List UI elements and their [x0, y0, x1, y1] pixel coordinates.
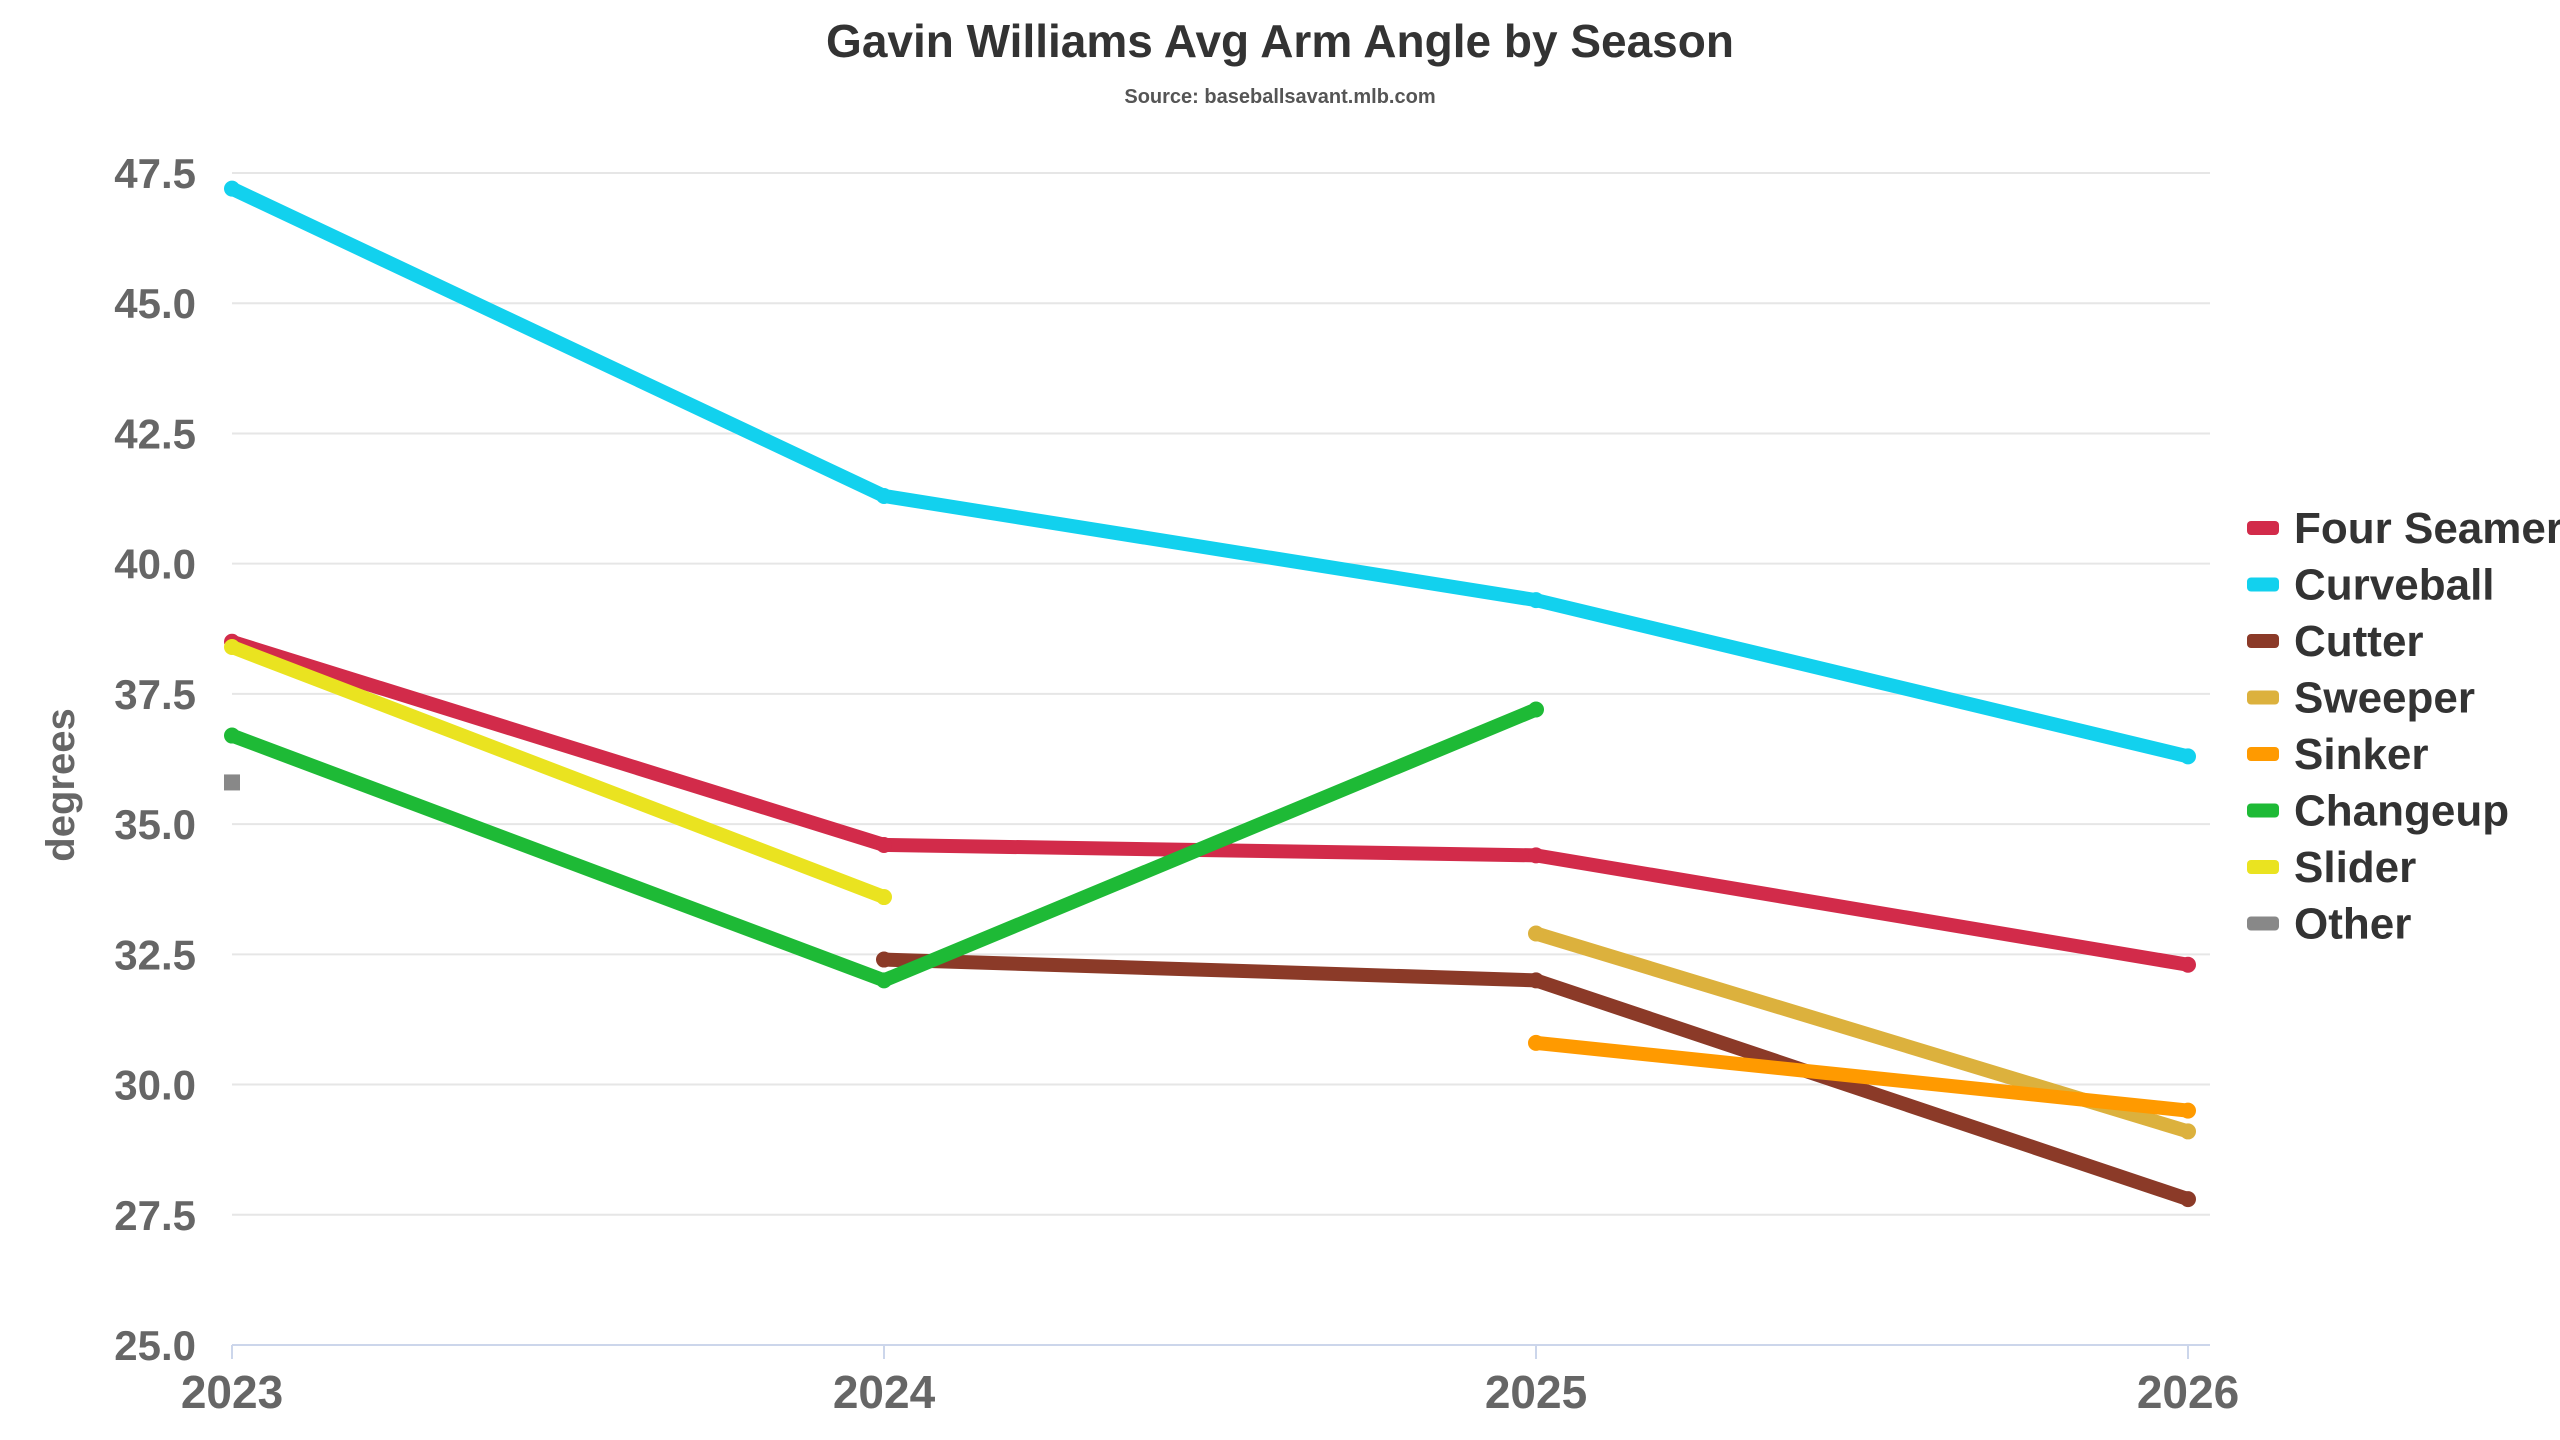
chart-subtitle: Source: baseballsavant.mlb.com [1124, 86, 1436, 108]
y-tick-label: 37.5 [114, 671, 196, 718]
data-point-changeup[interactable] [224, 727, 240, 744]
data-point-slider[interactable] [224, 639, 240, 656]
y-axis-label: degrees [39, 708, 83, 861]
data-point-sinker[interactable] [1528, 1034, 1544, 1051]
data-point-four-seamer[interactable] [1528, 847, 1544, 864]
series-other [224, 774, 240, 791]
data-point-sinker[interactable] [2180, 1102, 2196, 1119]
data-point-four-seamer[interactable] [2180, 956, 2196, 973]
series-lines [224, 180, 2196, 1208]
legend-item-curveball[interactable]: Curveball [2247, 561, 2495, 610]
legend-label: Curveball [2294, 561, 2495, 610]
legend-swatch [2247, 916, 2279, 931]
data-point-curveball[interactable] [2180, 748, 2196, 765]
legend-item-cutter[interactable]: Cutter [2247, 617, 2424, 666]
legend-swatch [2247, 860, 2279, 874]
data-point-curveball[interactable] [876, 487, 892, 504]
grid-lines [232, 172, 2210, 1346]
data-point-changeup[interactable] [876, 972, 892, 989]
data-point-curveball[interactable] [224, 180, 240, 197]
axes: 25.0 27.5 30.0 32.5 35.0 37.5 40.0 42.5 45.0 47.5… [114, 150, 2239, 1418]
y-tick-label: 47.5 [114, 150, 196, 197]
data-point-other[interactable] [224, 774, 240, 791]
y-tick-label: 45.0 [114, 280, 196, 327]
data-point-cutter[interactable] [876, 951, 892, 968]
series-cutter [876, 951, 2196, 1208]
legend-item-other[interactable]: Other [2247, 900, 2411, 949]
series-line-sinker [1529, 1035, 2195, 1118]
data-point-cutter[interactable] [2180, 1191, 2196, 1208]
legend: Four Seamer Curveball Cutter Sweeper Sinker C… [2247, 504, 2560, 949]
legend-label: Slider [2294, 843, 2416, 892]
legend-swatch [2247, 634, 2279, 648]
series-sinker [1528, 1034, 2196, 1119]
data-point-sweeper[interactable] [1528, 925, 1544, 942]
y-tick-label: 40.0 [114, 541, 196, 588]
data-point-changeup[interactable] [1528, 701, 1544, 718]
series-slider [224, 639, 892, 906]
data-point-cutter[interactable] [1528, 972, 1544, 989]
series-line-slider [225, 640, 891, 905]
legend-item-four-seamer[interactable]: Four Seamer [2247, 504, 2560, 553]
legend-swatch [2247, 577, 2279, 592]
data-point-curveball[interactable] [1528, 592, 1544, 609]
legend-item-sweeper[interactable]: Sweeper [2247, 674, 2475, 723]
series-line-curveball [225, 181, 2195, 764]
data-point-four-seamer[interactable] [876, 836, 892, 853]
legend-swatch [2247, 747, 2279, 761]
x-tick-label: 2024 [833, 1366, 936, 1418]
y-tick-label: 30.0 [114, 1062, 196, 1109]
legend-swatch [2247, 521, 2279, 535]
legend-swatch [2247, 690, 2279, 705]
data-point-sweeper[interactable] [2180, 1123, 2196, 1140]
series-changeup [224, 701, 1544, 989]
y-tick-label: 35.0 [114, 801, 196, 848]
y-tick-label: 32.5 [114, 931, 196, 978]
legend-label: Four Seamer [2294, 504, 2560, 553]
y-tick-label: 27.5 [114, 1192, 196, 1239]
legend-item-sinker[interactable]: Sinker [2247, 730, 2429, 779]
legend-label: Sweeper [2294, 674, 2475, 723]
legend-item-changeup[interactable]: Changeup [2247, 787, 2509, 836]
legend-swatch [2247, 803, 2279, 818]
legend-label: Cutter [2294, 617, 2424, 666]
series-curveball [224, 180, 2196, 765]
legend-label: Changeup [2294, 787, 2509, 836]
data-point-slider[interactable] [876, 889, 892, 906]
legend-item-slider[interactable]: Slider [2247, 843, 2416, 892]
x-tick-label: 2023 [181, 1366, 283, 1418]
y-tick-label: 25.0 [114, 1322, 196, 1369]
legend-label: Other [2294, 900, 2411, 949]
chart-title: Gavin Williams Avg Arm Angle by Season [826, 15, 1734, 67]
x-tick-label: 2026 [2137, 1366, 2239, 1418]
y-tick-label: 42.5 [114, 410, 196, 457]
x-tick-label: 2025 [1485, 1366, 1587, 1418]
legend-label: Sinker [2294, 730, 2429, 779]
